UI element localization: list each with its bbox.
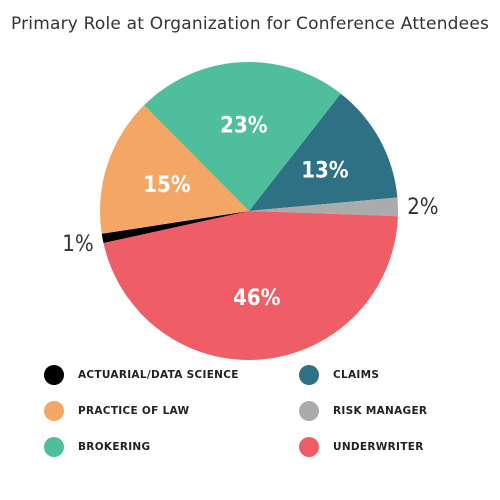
data-label-underwriter: 46% [233,286,281,311]
legend-swatch [299,400,319,421]
pie-slice-practice-of-law [100,105,249,234]
pie-slice-risk-manager [249,197,398,217]
pie-slice-claims [249,93,398,211]
data-label-claims: 13% [301,159,349,184]
legend-swatch [44,364,64,385]
legend-label: ACTUARIAL/DATA SCIENCE [78,368,239,381]
legend-label: UNDERWRITER [333,440,424,453]
legend-label: PRACTICE OF LAW [78,404,190,417]
legend-swatch [299,436,319,457]
legend-swatch [44,400,64,421]
legend-item-actuarial-data-science: ACTUARIAL/DATA SCIENCE [44,364,299,385]
legend-swatch [299,364,319,385]
data-label-brokering: 23% [220,114,268,139]
legend-item-underwriter: UNDERWRITER [299,436,464,457]
legend-item-claims: CLAIMS [299,364,464,385]
legend-item-risk-manager: RISK MANAGER [299,400,464,421]
legend: ACTUARIAL/DATA SCIENCE CLAIMS PRACTICE OF … [44,364,464,457]
legend-item-brokering: BROKERING [44,436,299,457]
legend-label: RISK MANAGER [333,404,428,417]
legend-item-practice-of-law: PRACTICE OF LAW [44,400,299,421]
legend-label: CLAIMS [333,368,380,381]
chart-title: Primary Role at Organization for Confere… [10,14,490,34]
legend-swatch [44,436,64,457]
pie-slice-actuarial-data-science [101,211,250,243]
data-label-practice-of-law: 15% [143,173,191,198]
pie-slice-underwriter [103,211,398,360]
data-label-risk-manager: 2% [407,195,438,220]
pie-slice-brokering [144,62,341,211]
legend-label: BROKERING [78,440,151,453]
data-label-actuarial-data-science: 1% [62,232,93,257]
